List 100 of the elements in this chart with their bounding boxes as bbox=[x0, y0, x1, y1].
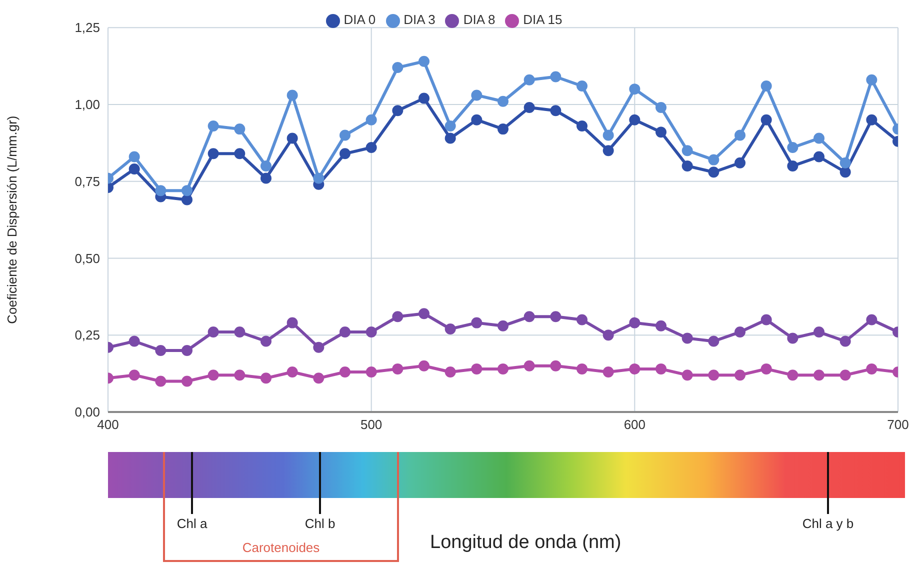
legend-label: DIA 0 bbox=[344, 12, 376, 27]
point bbox=[313, 172, 324, 184]
point bbox=[524, 102, 535, 114]
point bbox=[682, 332, 693, 344]
point bbox=[734, 326, 746, 338]
point bbox=[656, 320, 666, 332]
x-tick-label: 600 bbox=[624, 417, 646, 432]
point bbox=[286, 132, 298, 144]
point bbox=[734, 130, 746, 141]
x-tick-label: 500 bbox=[360, 417, 382, 432]
point bbox=[602, 130, 614, 141]
point bbox=[708, 166, 720, 178]
text: Chl a bbox=[176, 516, 208, 531]
point bbox=[208, 120, 219, 132]
point bbox=[682, 370, 693, 381]
point bbox=[392, 363, 404, 374]
point bbox=[656, 126, 666, 138]
point bbox=[366, 326, 377, 338]
point bbox=[760, 363, 772, 374]
point bbox=[840, 336, 851, 347]
point bbox=[866, 314, 878, 326]
point bbox=[260, 336, 272, 347]
point bbox=[260, 160, 272, 172]
y-axis-title: Coeficiente de Dispersión (L/mm.gr) bbox=[4, 116, 20, 324]
point bbox=[576, 363, 588, 374]
point bbox=[550, 71, 562, 82]
point bbox=[734, 370, 746, 381]
point bbox=[866, 114, 878, 126]
y-tick-label: 0,50 bbox=[74, 250, 100, 266]
y-tick-label: 0,75 bbox=[74, 174, 100, 189]
point bbox=[392, 105, 404, 116]
point bbox=[656, 363, 666, 374]
point bbox=[656, 102, 666, 114]
point bbox=[128, 370, 140, 381]
point bbox=[498, 320, 508, 332]
point bbox=[128, 151, 140, 162]
point bbox=[550, 360, 562, 372]
point bbox=[128, 164, 140, 175]
point bbox=[814, 151, 824, 162]
point bbox=[366, 114, 377, 126]
legend-label: DIA 3 bbox=[404, 12, 436, 27]
point bbox=[366, 142, 377, 154]
point bbox=[840, 370, 851, 381]
point bbox=[498, 96, 508, 107]
point bbox=[340, 148, 350, 160]
y-tick-label: 1,25 bbox=[74, 20, 100, 36]
point bbox=[208, 326, 219, 338]
point bbox=[787, 332, 798, 344]
point bbox=[524, 311, 535, 322]
point bbox=[366, 366, 377, 378]
point bbox=[708, 154, 720, 166]
legend-label: DIA 8 bbox=[463, 12, 496, 27]
point bbox=[155, 185, 166, 196]
point bbox=[814, 326, 824, 338]
point bbox=[155, 376, 166, 387]
y-tick-label: 0,25 bbox=[74, 328, 100, 343]
point bbox=[418, 56, 430, 67]
x-tick-label: 700 bbox=[887, 417, 909, 432]
point bbox=[418, 308, 430, 320]
point bbox=[576, 80, 588, 92]
point bbox=[787, 160, 798, 172]
x-tick-label: 400 bbox=[97, 417, 119, 432]
point bbox=[682, 160, 693, 172]
point bbox=[340, 130, 350, 141]
point bbox=[866, 74, 878, 86]
point bbox=[840, 166, 851, 178]
point bbox=[444, 323, 456, 334]
text: Longitud de onda (nm) bbox=[430, 532, 622, 554]
point bbox=[392, 311, 404, 322]
point bbox=[498, 124, 508, 135]
legend-label: DIA 15 bbox=[523, 12, 562, 27]
point bbox=[682, 145, 693, 156]
point bbox=[182, 344, 192, 356]
point bbox=[234, 148, 246, 160]
point bbox=[524, 360, 535, 372]
point bbox=[260, 172, 272, 184]
point bbox=[340, 326, 350, 338]
point bbox=[155, 344, 166, 356]
point bbox=[602, 330, 614, 341]
point bbox=[182, 194, 192, 206]
point bbox=[734, 157, 746, 168]
point bbox=[708, 370, 720, 381]
y-tick-label: 0,00 bbox=[74, 404, 100, 420]
point bbox=[866, 363, 878, 374]
point bbox=[576, 314, 588, 326]
point bbox=[286, 366, 298, 378]
point bbox=[629, 84, 640, 95]
point bbox=[471, 317, 482, 328]
point bbox=[208, 370, 219, 381]
point bbox=[471, 90, 482, 101]
point bbox=[444, 366, 456, 378]
point bbox=[313, 372, 324, 384]
point bbox=[128, 336, 140, 347]
point bbox=[602, 145, 614, 156]
point bbox=[576, 120, 588, 132]
point bbox=[787, 370, 798, 381]
text: Chl a y b bbox=[802, 516, 854, 531]
point bbox=[550, 105, 562, 116]
point bbox=[602, 366, 614, 378]
text: Chl b bbox=[304, 516, 336, 531]
